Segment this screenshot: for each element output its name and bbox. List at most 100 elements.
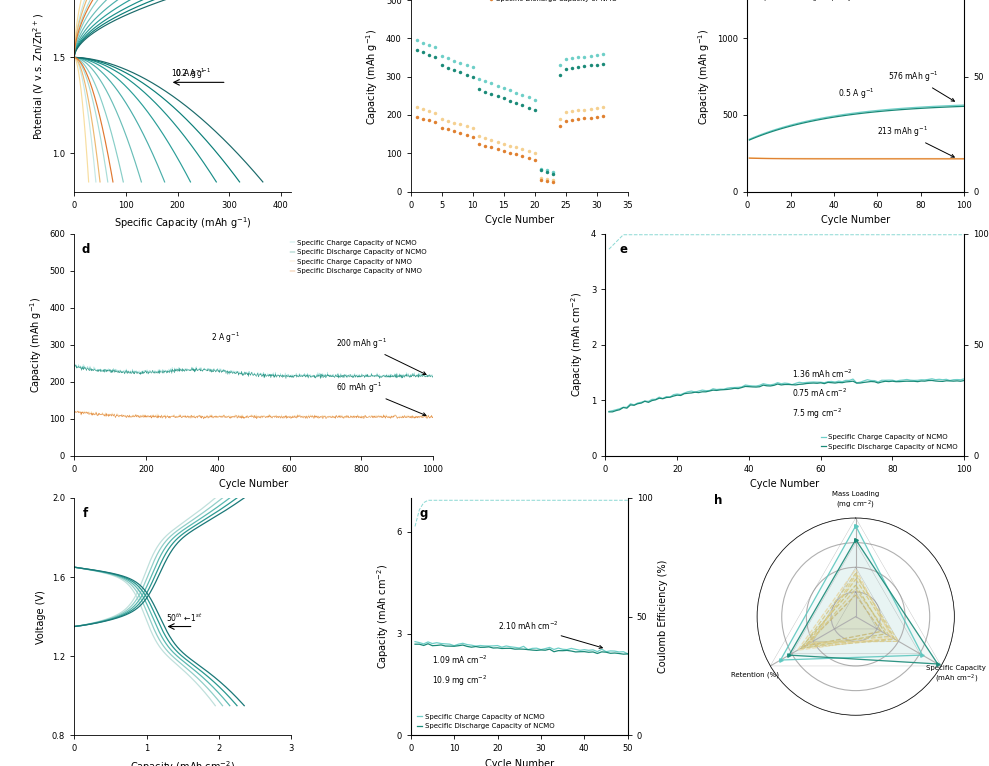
Specific Discharge Capacity of NCMO [226,369,238,378]
Specific Charge Capacity of NMO [947,154,959,163]
Specific Charge Capacity of NCMO [685,387,697,396]
Specific Discharge Capacity of NCMO [784,122,796,131]
Specific Discharge Capacity of NCMO [517,644,529,653]
Specific Disharge Capacity of NCMO [454,67,466,77]
Specific Discharge Capacity of NCMO [548,647,560,656]
Text: 213 mAh g$^{-1}$: 213 mAh g$^{-1}$ [877,124,954,157]
Specific Discharge Capacity of NCMO [786,380,798,389]
Specific Charge Capacity of NCMO [315,372,327,381]
Specific Disharge Capacity of NCMO [554,70,566,79]
Specific Discharge Capacity of NCMO [566,647,578,656]
Specific Disharge Capacity of NMO [566,115,578,124]
Specific Charge Capacity of NCMO [570,645,582,654]
Specific Discharge Capacity of NCMO [422,639,434,648]
Specific Charge Capacity of NMO [566,106,578,116]
Specific Disharge Capacity of NMO [547,177,559,186]
Specific Charge Capacity of NCMO [504,86,516,95]
Specific Discharge Capacity of NCMO [685,388,697,398]
Legend: Specific Charge Capacity of NCMO, Specific Discharge Capacity of NCMO, Specific : Specific Charge Capacity of NCMO, Specif… [287,237,429,277]
Text: 7.5 mg cm$^{-2}$: 7.5 mg cm$^{-2}$ [792,407,843,421]
Specific Charge Capacity of NMO [480,133,492,142]
Specific Charge Capacity of NCMO [411,35,423,44]
Specific Charge Capacity of NMO [461,122,473,131]
Specific Discharge Capacity of NCMO [958,376,970,385]
Specific Disharge Capacity of NMO [522,153,534,162]
X-axis label: Cycle Number: Cycle Number [220,480,288,489]
Specific Discharge Capacity of NMO [871,154,883,163]
Specific Disharge Capacity of NCMO [436,61,448,70]
Specific Charge Capacity of NMO [421,414,433,424]
Specific Discharge Capacity of NCMO [583,648,594,657]
Specific Charge Capacity of NCMO [547,168,559,177]
Text: 0.2 A g$^{-1}$: 0.2 A g$^{-1}$ [175,66,212,80]
Specific Disharge Capacity of NCMO [461,70,473,79]
Specific Charge Capacity of NMO [486,135,497,144]
Line: Specific Discharge Capacity of NCMO: Specific Discharge Capacity of NCMO [74,365,433,378]
Specific Disharge Capacity of NMO [423,116,435,125]
Specific Charge Capacity of NMO [547,175,559,185]
Specific Charge Capacity of NCMO [500,641,512,650]
Specific Discharge Capacity of NCMO [613,649,625,658]
Specific Charge Capacity of NCMO [947,101,959,110]
Specific Charge Capacity of NCMO [579,52,590,61]
Y-axis label: Coulomb Efficiency (%): Coulomb Efficiency (%) [658,560,669,673]
Text: f: f [83,507,88,520]
Specific Discharge Capacity of NCMO [947,102,959,111]
Specific Charge Capacity of NCMO [444,640,456,649]
Specific Charge Capacity of NCMO [409,637,421,647]
Specific Charge Capacity of NCMO [603,407,615,416]
Specific Charge Capacity of NCMO [784,120,796,129]
Specific Discharge Capacity of NCMO [934,377,945,386]
Specific Disharge Capacity of NMO [473,139,485,149]
Specific Charge Capacity of NCMO [561,645,573,654]
Specific Charge Capacity of NMO [492,137,503,146]
Specific Charge Capacity of NCMO [454,58,466,67]
Text: 0.5 A g$^{-1}$: 0.5 A g$^{-1}$ [839,86,875,100]
Specific Charge Capacity of NCMO [480,77,492,86]
Specific Charge Capacity of NCMO [448,56,460,65]
Specific Disharge Capacity of NMO [554,122,566,131]
Specific Charge Capacity of NCMO [435,639,447,648]
Specific Discharge Capacity of NCMO [315,374,326,383]
Specific Discharge Capacity of NCMO [744,136,756,145]
Specific Charge Capacity of NMO [554,114,566,123]
Specific Discharge Capacity of NMO [349,412,361,421]
Text: 2 A g$^{-1}$: 2 A g$^{-1}$ [211,331,239,345]
Specific Charge Capacity of NCMO [479,641,491,650]
Specific Disharge Capacity of NCMO [579,62,590,71]
Specific Disharge Capacity of NMO [454,129,466,138]
Specific Discharge Capacity of NCMO [413,640,425,649]
Specific Charge Capacity of NMO [467,123,479,133]
Specific Charge Capacity of NCMO [573,53,584,62]
Specific Disharge Capacity of NMO [467,132,479,141]
Specific Discharge Capacity of NCMO [570,647,582,656]
Specific Disharge Capacity of NMO [417,114,429,123]
Specific Charge Capacity of NMO [214,411,225,421]
Text: 50$^{th}$$\leftarrow$1$^{st}$: 50$^{th}$$\leftarrow$1$^{st}$ [166,611,203,624]
Specific Charge Capacity of NMO [429,108,441,117]
Specific Charge Capacity of NMO [573,106,584,115]
Specific Charge Capacity of NMO [417,104,429,113]
X-axis label: Cycle Number: Cycle Number [485,215,554,225]
X-axis label: Cycle Number: Cycle Number [821,215,890,225]
Specific Charge Capacity of NCMO [457,639,469,648]
Specific Disharge Capacity of NCMO [480,87,492,96]
Specific Disharge Capacity of NCMO [448,65,460,74]
Line: Specific Disharge Capacity of NMO: Specific Disharge Capacity of NMO [415,114,604,184]
Specific Discharge Capacity of NCMO [854,109,866,118]
Specific Discharge Capacity of NCMO [470,642,482,651]
Specific Charge Capacity of NCMO [548,645,560,654]
Specific Charge Capacity of NMO [497,139,509,149]
Y-axis label: Capacity (mAh g$^{-1}$): Capacity (mAh g$^{-1}$) [28,296,44,393]
Specific Discharge Capacity of NCMO [944,376,955,385]
Specific Charge Capacity of NCMO [584,51,596,61]
Specific Charge Capacity of NCMO [574,646,585,655]
Specific Discharge Capacity of NCMO [431,641,443,650]
Specific Charge Capacity of NMO [411,103,423,112]
Polygon shape [780,526,923,660]
Specific Discharge Capacity of NCMO [427,372,439,381]
Specific Disharge Capacity of NCMO [504,96,516,105]
Specific Discharge Capacity of NCMO [561,646,573,655]
Specific Disharge Capacity of NMO [411,112,423,121]
Specific Charge Capacity of NCMO [467,63,479,72]
